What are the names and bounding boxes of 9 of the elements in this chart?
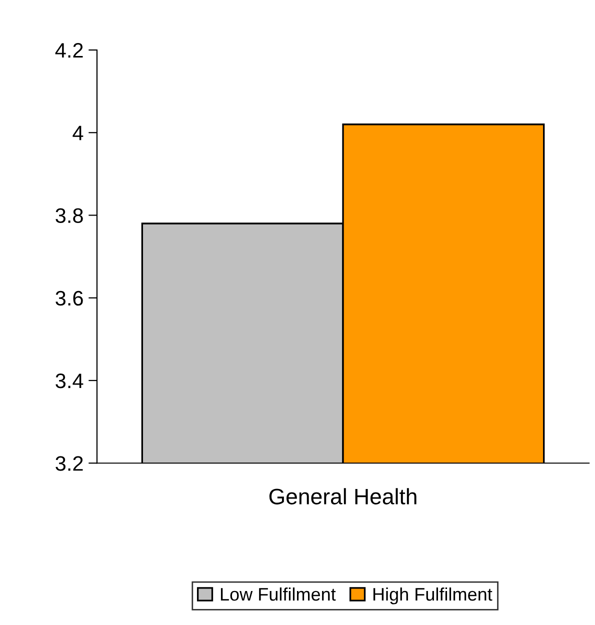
y-tick-label: 3.8	[56, 208, 83, 224]
y-tick-label: 3.6	[56, 290, 83, 306]
y-tick-label: 3.4	[56, 374, 84, 388]
x-tick-label: General Health	[269, 488, 416, 504]
y-tick-label: 4	[72, 126, 84, 140]
y-tick-label: 3.2	[56, 456, 83, 471]
legend-label: Low Fulfilment	[220, 587, 336, 601]
y-tick-label: 4.2	[55, 43, 83, 58]
legend-label: High Fulfilment	[373, 587, 492, 604]
